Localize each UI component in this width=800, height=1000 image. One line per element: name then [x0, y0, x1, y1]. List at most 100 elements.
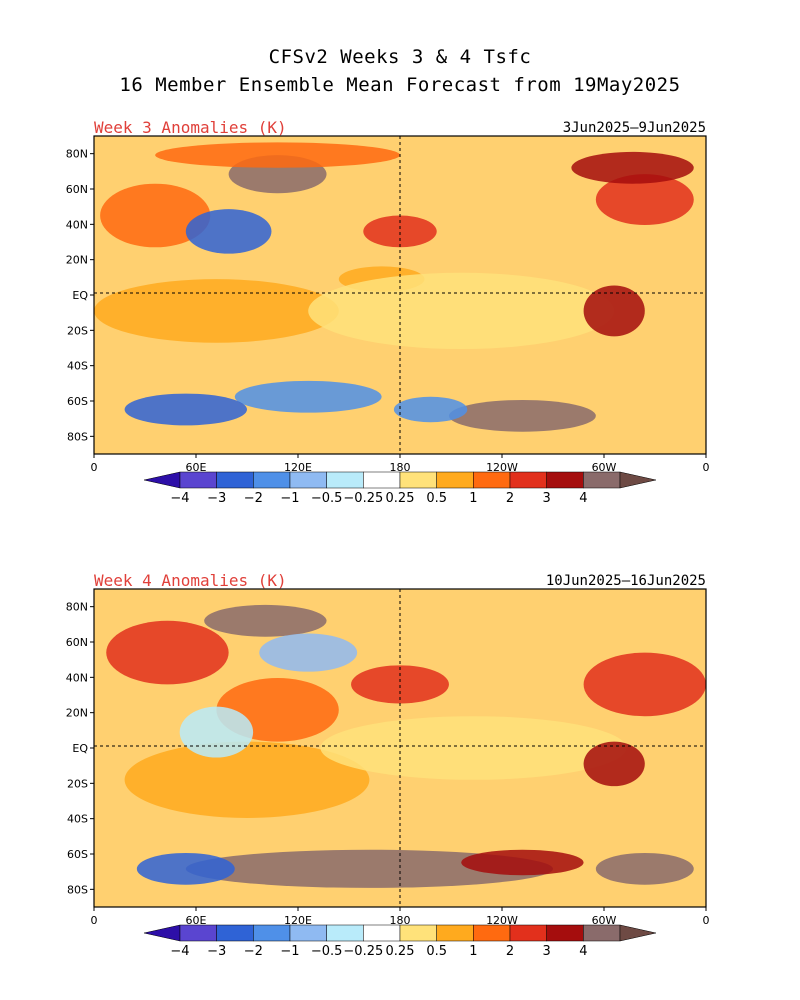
- anomaly-region: [583, 741, 645, 787]
- panel-date-range-week3: 3Jun2025—9Jun2025: [562, 120, 706, 136]
- lon-tick-label: 60W: [592, 914, 617, 927]
- colorbar-level-label: 0.25: [386, 944, 415, 959]
- anomaly-region: [259, 633, 358, 672]
- colorbar-level-label: 3: [543, 491, 551, 506]
- lat-tick-label: 80S: [67, 430, 88, 443]
- anomaly-region: [185, 209, 272, 254]
- lat-tick-label: EQ: [72, 742, 88, 755]
- colorbar-level-label: −3: [207, 491, 226, 506]
- chart-title-line-1: CFSv2 Weeks 3 & 4 Tsfc: [268, 46, 532, 68]
- anomaly-region: [204, 604, 327, 637]
- colorbar-segment: [473, 471, 511, 489]
- colorbar-segment: [363, 924, 401, 942]
- lat-tick-label: 80S: [67, 883, 88, 896]
- anomaly-region: [363, 215, 437, 248]
- anomaly-region: [448, 399, 596, 432]
- anomaly-region: [393, 396, 468, 423]
- colorbar-level-label: 0.5: [426, 944, 447, 959]
- colorbar-level-label: −0.5: [311, 491, 343, 506]
- lat-tick-label: 20S: [67, 324, 88, 337]
- lat-tick-label: 60N: [66, 636, 88, 649]
- anomaly-region: [234, 380, 382, 413]
- colorbar-segment: [509, 924, 547, 942]
- lon-tick-label: 0: [703, 461, 710, 474]
- lat-tick-label: 20S: [67, 777, 88, 790]
- colorbar-level-label: −4: [170, 944, 189, 959]
- lat-tick-label: 60N: [66, 183, 88, 196]
- anomaly-region: [124, 741, 370, 818]
- lon-tick-label: 120W: [486, 461, 518, 474]
- colorbar-segment: [583, 924, 621, 942]
- colorbar-segment: [436, 471, 474, 489]
- colorbar-level-label: 1: [469, 491, 477, 506]
- colorbar-level-label: −0.5: [311, 944, 343, 959]
- colorbar-segment: [583, 471, 621, 489]
- colorbar-segment: [289, 924, 327, 942]
- anomaly-region: [93, 279, 339, 343]
- colorbar-segment: [216, 471, 254, 489]
- colorbar-level-label: −0.25: [343, 944, 383, 959]
- lon-tick-label: 120W: [486, 914, 518, 927]
- lon-tick-label: 180: [390, 914, 411, 927]
- lon-tick-label: 0: [91, 461, 98, 474]
- anomaly-shading: [106, 604, 706, 888]
- colorbar-segment: [253, 471, 291, 489]
- anomaly-region: [571, 151, 694, 184]
- lat-tick-label: 40N: [66, 671, 88, 684]
- colorbar-segment: [289, 471, 327, 489]
- lat-tick-label: EQ: [72, 289, 88, 302]
- colorbar-segment: [546, 924, 584, 942]
- colorbar-segment: [326, 471, 364, 489]
- lon-tick-label: 120E: [284, 914, 312, 927]
- anomaly-region: [106, 620, 229, 685]
- colorbar-level-label: −2: [244, 491, 263, 506]
- colorbar-level-label: −2: [244, 944, 263, 959]
- anomaly-region: [308, 272, 615, 350]
- colorbar-segment: [179, 471, 217, 489]
- anomaly-region: [461, 849, 584, 876]
- anomaly-region: [595, 174, 694, 226]
- colorbar-segment: [253, 924, 291, 942]
- anomaly-shading: [93, 142, 694, 432]
- colorbar-level-label: −0.25: [343, 491, 383, 506]
- anomaly-region: [351, 665, 449, 704]
- anomaly-region: [583, 652, 706, 717]
- anomaly-region: [155, 142, 400, 168]
- lat-tick-label: 40S: [67, 360, 88, 373]
- lat-tick-label: 40N: [66, 218, 88, 231]
- colorbar-level-label: 0.25: [386, 491, 415, 506]
- anomaly-region: [320, 716, 627, 780]
- lat-tick-label: 40S: [67, 813, 88, 826]
- colorbar-segment: [326, 924, 364, 942]
- colorbar-level-label: 0.5: [426, 491, 447, 506]
- colorbar-segment: [363, 471, 401, 489]
- colorbar-arrow-low: [143, 924, 181, 942]
- map-panel-week3: Week 3 Anomalies (K) 3Jun2025—9Jun2025 8…: [0, 112, 800, 512]
- lon-tick-label: 0: [91, 914, 98, 927]
- colorbar-level-label: −1: [280, 491, 299, 506]
- colorbar-level-label: 1: [469, 944, 477, 959]
- lat-tick-label: 60S: [67, 395, 88, 408]
- colorbar-level-label: −1: [280, 944, 299, 959]
- colorbar-segment: [399, 924, 437, 942]
- lat-tick-label: 80N: [66, 601, 88, 614]
- anomaly-region: [583, 285, 645, 337]
- lon-tick-label: 60E: [186, 461, 207, 474]
- chart-title-line-2: 16 Member Ensemble Mean Forecast from 19…: [119, 74, 681, 96]
- colorbar-level-label: 2: [506, 491, 514, 506]
- colorbar-arrow-high: [619, 924, 657, 942]
- panel-title-week3: Week 3 Anomalies (K): [94, 118, 287, 137]
- lat-tick-label: 80N: [66, 148, 88, 161]
- colorbar-segment: [216, 924, 254, 942]
- colorbar-segment: [509, 471, 547, 489]
- anomaly-region: [124, 393, 247, 426]
- colorbar-arrow-high: [619, 471, 657, 489]
- panel-date-range-week4: 10Jun2025—16Jun2025: [545, 573, 706, 589]
- colorbar-level-label: 3: [543, 944, 551, 959]
- lon-tick-label: 60E: [186, 914, 207, 927]
- anomaly-region: [179, 706, 254, 758]
- lon-tick-label: 0: [703, 914, 710, 927]
- lon-tick-label: 180: [390, 461, 411, 474]
- anomaly-region: [595, 852, 694, 885]
